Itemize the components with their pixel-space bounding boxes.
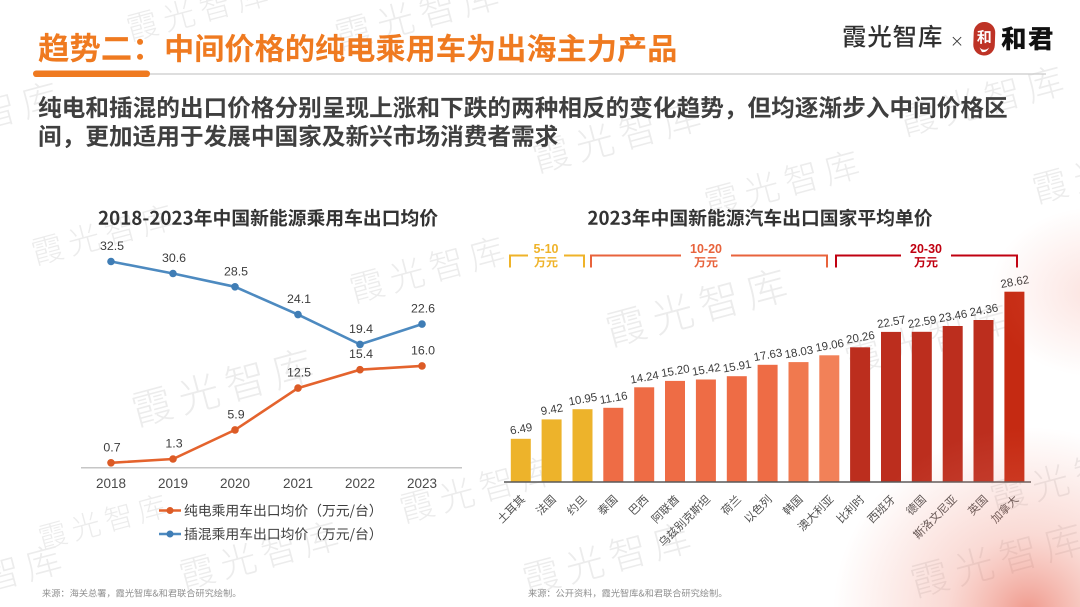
svg-text:12.5: 12.5 — [287, 366, 311, 380]
svg-text:2022: 2022 — [345, 476, 375, 491]
svg-text:2019: 2019 — [158, 476, 188, 491]
svg-text:0.7: 0.7 — [103, 440, 120, 454]
svg-text:2018: 2018 — [96, 476, 126, 491]
svg-text:2021: 2021 — [283, 476, 313, 491]
svg-text:22.59: 22.59 — [907, 314, 937, 331]
svg-text:15.42: 15.42 — [691, 362, 721, 379]
svg-text:20-30: 20-30 — [910, 242, 942, 256]
svg-text:22.57: 22.57 — [876, 314, 906, 331]
svg-text:28.5: 28.5 — [224, 264, 248, 278]
svg-text:10.95: 10.95 — [568, 392, 598, 409]
svg-text:19.4: 19.4 — [349, 322, 373, 336]
svg-text:19.06: 19.06 — [815, 338, 845, 355]
svg-text:18.03: 18.03 — [784, 345, 814, 362]
svg-text:23.46: 23.46 — [938, 308, 968, 325]
svg-text:2020: 2020 — [220, 476, 250, 491]
svg-text:5-10: 5-10 — [533, 242, 558, 256]
svg-text:1.3: 1.3 — [165, 437, 182, 451]
svg-text:6.49: 6.49 — [509, 422, 533, 438]
svg-text:10-20: 10-20 — [690, 242, 722, 256]
svg-text:30.6: 30.6 — [162, 251, 186, 265]
svg-text:14.24: 14.24 — [629, 370, 660, 387]
svg-text:17.63: 17.63 — [753, 347, 783, 364]
svg-text:5.9: 5.9 — [227, 407, 244, 421]
svg-text:15.91: 15.91 — [722, 359, 752, 376]
svg-text:15.20: 15.20 — [660, 363, 690, 380]
svg-text:22.6: 22.6 — [411, 302, 435, 316]
svg-text:2023: 2023 — [407, 476, 437, 491]
svg-text:15.4: 15.4 — [349, 347, 373, 361]
svg-text:16.0: 16.0 — [411, 343, 435, 357]
svg-text:11.16: 11.16 — [599, 390, 629, 407]
svg-text:32.5: 32.5 — [100, 239, 124, 253]
svg-text:24.1: 24.1 — [287, 292, 311, 306]
svg-text:20.26: 20.26 — [845, 330, 875, 347]
svg-text:9.42: 9.42 — [540, 402, 564, 418]
